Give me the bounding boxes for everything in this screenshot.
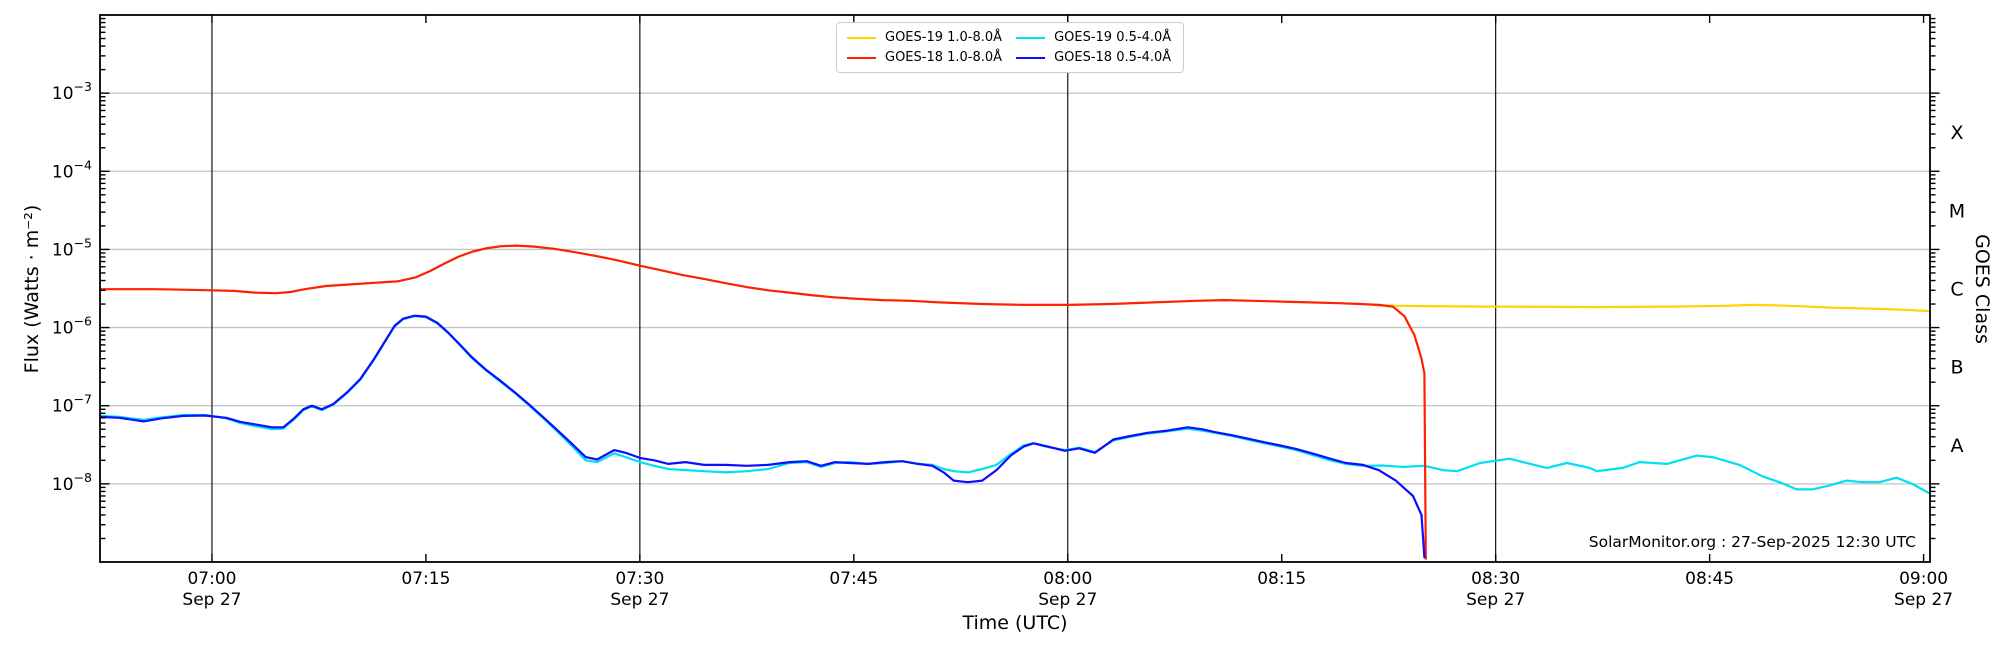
svg-text:Sep 27: Sep 27: [1038, 590, 1097, 610]
series-goes-18-0-5-4-0-: [100, 314, 1426, 559]
svg-text:10−3: 10−3: [52, 79, 92, 104]
svg-text:08:30: 08:30: [1471, 569, 1520, 589]
svg-text:10−7: 10−7: [52, 392, 92, 417]
gridlines: [100, 15, 1930, 562]
svg-text:08:00: 08:00: [1043, 569, 1092, 589]
svg-text:Sep 27: Sep 27: [182, 590, 241, 610]
svg-text:10−5: 10−5: [52, 235, 92, 260]
data-series: [100, 244, 1930, 560]
svg-text:10−8: 10−8: [52, 470, 92, 495]
svg-text:08:45: 08:45: [1685, 569, 1734, 589]
legend-label: GOES-18 0.5-4.0Å: [1054, 50, 1172, 65]
legend-label: GOES-19 1.0-8.0Å: [885, 30, 1003, 45]
y-axis-label: Flux (Watts · m⁻²): [21, 204, 43, 374]
goes18-long-line-swatch: [847, 56, 876, 59]
legend-item-goes18-long: GOES-18 1.0-8.0Å: [847, 50, 1002, 65]
x-axis-label: Time (UTC): [962, 612, 1068, 634]
svg-text:C: C: [1950, 279, 1963, 301]
svg-text:08:15: 08:15: [1257, 569, 1306, 589]
svg-text:M: M: [1949, 200, 1965, 222]
svg-text:07:00: 07:00: [187, 569, 236, 589]
source-annotation: SolarMonitor.org : 27-Sep-2025 12:30 UTC: [1588, 533, 1916, 551]
right-axis-label: GOES Class: [1971, 234, 1993, 344]
legend-label: GOES-18 1.0-8.0Å: [885, 50, 1003, 65]
goes19-long-line-swatch: [847, 36, 876, 39]
plot-border: [99, 14, 1931, 563]
svg-text:07:30: 07:30: [615, 569, 664, 589]
svg-text:X: X: [1950, 122, 1963, 144]
axis-ticks: [100, 15, 1940, 562]
goes-class-letters: X M C B A: [1949, 122, 1965, 457]
goes19-short-line-swatch: [1016, 36, 1046, 39]
svg-text:09:00: 09:00: [1899, 569, 1948, 589]
series-goes-18-1-0-8-0-: [100, 244, 1427, 560]
goes18-short-line-swatch: [1016, 56, 1046, 59]
legend-item-goes19-long: GOES-19 1.0-8.0Å: [847, 30, 1002, 45]
svg-text:07:45: 07:45: [829, 569, 878, 589]
svg-text:Sep 27: Sep 27: [1466, 590, 1525, 610]
svg-text:A: A: [1951, 435, 1964, 457]
svg-text:10−6: 10−6: [52, 314, 92, 339]
legend: GOES-19 1.0-8.0Å GOES-19 0.5-4.0Å GOES-1…: [836, 22, 1185, 73]
svg-text:Sep 27: Sep 27: [610, 590, 669, 610]
y-tick-labels: 10−3 10−4 10−5 10−6 10−7 10−8: [52, 79, 92, 495]
legend-item-goes18-short: GOES-18 0.5-4.0Å: [1016, 50, 1171, 65]
svg-text:Sep 27: Sep 27: [1894, 590, 1953, 610]
legend-label: GOES-19 0.5-4.0Å: [1054, 30, 1172, 45]
series-goes-19-1-0-8-0-: [1370, 303, 1930, 313]
svg-text:07:15: 07:15: [401, 569, 450, 589]
svg-text:10−4: 10−4: [52, 157, 92, 182]
series-goes-19-0-5-4-0-: [100, 315, 1930, 495]
legend-item-goes19-short: GOES-19 0.5-4.0Å: [1016, 30, 1171, 45]
svg-text:B: B: [1950, 357, 1963, 379]
